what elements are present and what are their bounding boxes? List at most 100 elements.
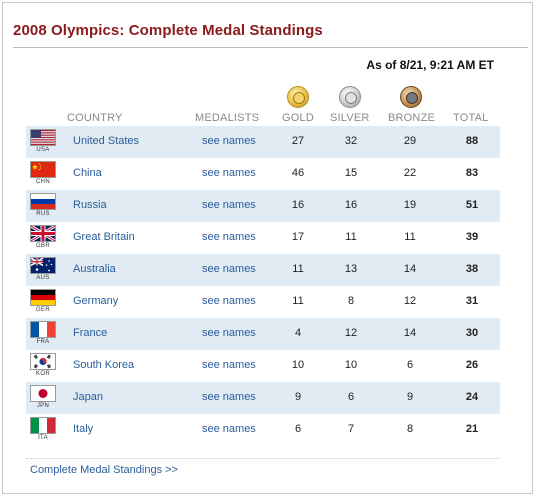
table-row: CHN China see names 46 15 22 83 — [26, 158, 500, 190]
country-name-link[interactable]: Australia — [73, 263, 116, 275]
see-names-link[interactable]: see names — [202, 199, 256, 211]
bronze-count: 14 — [403, 327, 417, 339]
header-bronze: BRONZE — [388, 112, 436, 124]
country-code: KOR — [36, 371, 50, 377]
country-flag-icon: GBR — [30, 225, 56, 251]
silver-count: 6 — [347, 391, 355, 403]
gold-medal-icon — [287, 86, 309, 108]
total-count: 21 — [465, 423, 479, 435]
total-count: 39 — [465, 231, 479, 243]
country-flag-icon: ITA — [30, 417, 56, 443]
header-gold: GOLD — [282, 112, 314, 124]
ita-flag-icon — [30, 417, 56, 434]
country-name-link[interactable]: France — [73, 327, 108, 339]
header-medalists: MEDALISTS — [195, 112, 260, 124]
table-row: GBR Great Britain see names 17 11 11 39 — [26, 222, 500, 254]
gold-count: 16 — [291, 199, 305, 211]
country-name-link[interactable]: Great Britain — [73, 231, 135, 243]
country-code: FRA — [36, 339, 50, 345]
see-names-link[interactable]: see names — [202, 295, 256, 307]
jpn-flag-icon — [30, 385, 56, 402]
total-count: 51 — [465, 199, 479, 211]
country-flag-icon: RUS — [30, 193, 56, 219]
gold-count: 4 — [294, 327, 302, 339]
silver-count: 8 — [347, 295, 355, 307]
bronze-count: 12 — [403, 295, 417, 307]
see-names-link[interactable]: see names — [202, 359, 256, 371]
ger-flag-icon — [30, 289, 56, 306]
bronze-count: 8 — [406, 423, 414, 435]
see-names-link[interactable]: see names — [202, 423, 256, 435]
country-code: JPN — [36, 403, 50, 409]
silver-count: 13 — [344, 263, 358, 275]
total-count: 83 — [465, 167, 479, 179]
see-names-link[interactable]: see names — [202, 327, 256, 339]
table-row: GER Germany see names 11 8 12 31 — [26, 286, 500, 318]
silver-count: 7 — [347, 423, 355, 435]
table-row: USA United States see names 27 32 29 88 — [26, 126, 500, 158]
country-code: AUS — [36, 275, 50, 281]
total-count: 26 — [465, 359, 479, 371]
as-of-timestamp: As of 8/21, 9:21 AM ET — [366, 58, 494, 72]
gold-count: 6 — [294, 423, 302, 435]
total-count: 88 — [465, 135, 479, 147]
see-names-link[interactable]: see names — [202, 167, 256, 179]
country-name-link[interactable]: Italy — [73, 423, 94, 435]
aus-flag-icon — [30, 257, 56, 274]
country-name-link[interactable]: Russia — [73, 199, 107, 211]
chn-flag-icon — [30, 161, 56, 178]
gold-count: 11 — [292, 295, 304, 307]
country-flag-icon: FRA — [30, 321, 56, 347]
table-row: AUS Australia see names 11 13 14 38 — [26, 254, 500, 286]
kor-flag-icon — [30, 353, 56, 370]
bronze-count: 6 — [406, 359, 414, 371]
header-total: TOTAL — [453, 112, 489, 124]
bronze-medal-icon — [400, 86, 422, 108]
table-row: ITA Italy see names 6 7 8 21 — [26, 414, 500, 446]
see-names-link[interactable]: see names — [202, 391, 256, 403]
bronze-count: 29 — [403, 135, 417, 147]
bronze-count: 14 — [403, 263, 417, 275]
country-code: ITA — [38, 435, 48, 441]
silver-count: 12 — [344, 327, 358, 339]
country-flag-icon: AUS — [30, 257, 56, 283]
complete-standings-link[interactable]: Complete Medal Standings >> — [30, 464, 178, 476]
country-flag-icon: KOR — [30, 353, 56, 379]
see-names-link[interactable]: see names — [202, 263, 256, 275]
country-name-link[interactable]: China — [73, 167, 102, 179]
country-code: USA — [36, 147, 50, 153]
gold-count: 27 — [291, 135, 305, 147]
silver-count: 10 — [344, 359, 358, 371]
rus-flag-icon — [30, 193, 56, 210]
silver-count: 15 — [344, 167, 358, 179]
gold-count: 17 — [291, 231, 305, 243]
total-count: 31 — [465, 295, 479, 307]
silver-count: 32 — [344, 135, 358, 147]
total-count: 24 — [465, 391, 479, 403]
country-code: RUS — [36, 211, 50, 217]
country-name-link[interactable]: United States — [73, 135, 140, 147]
silver-medal-icon — [339, 86, 361, 108]
page-title: 2008 Olympics: Complete Medal Standings — [13, 22, 323, 39]
header-country: COUNTRY — [67, 112, 123, 124]
table-row: JPN Japan see names 9 6 9 24 — [26, 382, 500, 414]
fra-flag-icon — [30, 321, 56, 338]
country-name-link[interactable]: Japan — [73, 391, 103, 403]
country-code: GBR — [36, 243, 50, 249]
table-row: KOR South Korea see names 10 10 6 26 — [26, 350, 500, 382]
silver-count: 11 — [345, 231, 357, 243]
header-silver: SILVER — [330, 112, 370, 124]
country-code: GER — [36, 307, 50, 313]
country-flag-icon: CHN — [30, 161, 56, 187]
bronze-count: 11 — [404, 231, 416, 243]
table-row: RUS Russia see names 16 16 19 51 — [26, 190, 500, 222]
bronze-count: 22 — [403, 167, 417, 179]
country-name-link[interactable]: Germany — [73, 295, 119, 307]
title-divider — [13, 47, 528, 48]
country-flag-icon: USA — [30, 129, 56, 155]
total-count: 38 — [465, 263, 479, 275]
see-names-link[interactable]: see names — [202, 231, 256, 243]
country-name-link[interactable]: South Korea — [73, 359, 135, 371]
see-names-link[interactable]: see names — [202, 135, 256, 147]
gold-count: 46 — [291, 167, 305, 179]
